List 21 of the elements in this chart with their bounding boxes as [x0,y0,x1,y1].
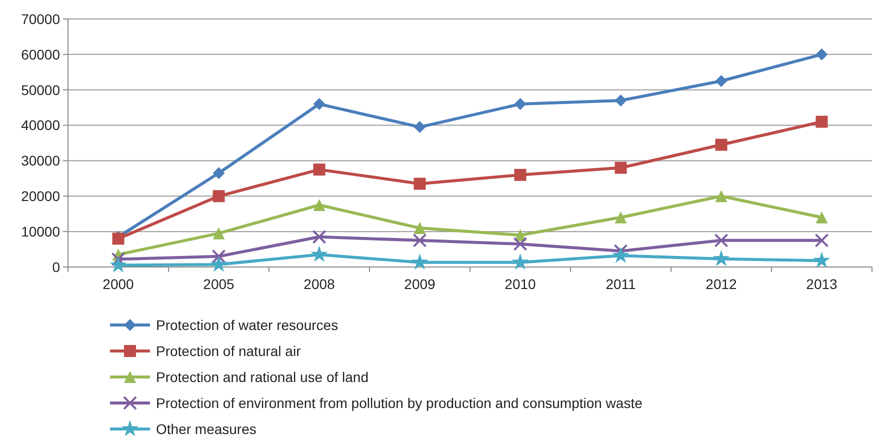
x-tick-label: 2010 [504,276,536,292]
x-tick-label: 2011 [606,276,636,292]
y-tick-label: 70000 [21,10,60,27]
x-tick-label: 2009 [404,276,436,292]
y-tick-label: 50000 [21,82,60,98]
legend-label: Protection of water resources [156,316,338,333]
y-tick-label: 40000 [21,117,60,134]
legend-label: Other measures [156,420,256,437]
legend-label: Protection of environment from pollution by production and consumption waste [156,394,643,411]
y-tick-label: 20000 [21,188,60,204]
x-tick-label: 2013 [806,276,838,292]
y-tick-label: 0 [52,258,60,275]
legend-label: Protection of natural air [156,342,302,359]
legend-label: Protection and rational use of land [156,368,368,385]
x-tick-label: 2000 [102,276,134,292]
x-tick-label: 2008 [304,276,336,292]
x-tick-label: 2012 [706,276,738,292]
y-tick-label: 10000 [21,223,60,240]
y-tick-label: 60000 [21,46,60,62]
x-tick-label: 2005 [203,276,235,292]
y-tick-label: 30000 [21,152,60,169]
